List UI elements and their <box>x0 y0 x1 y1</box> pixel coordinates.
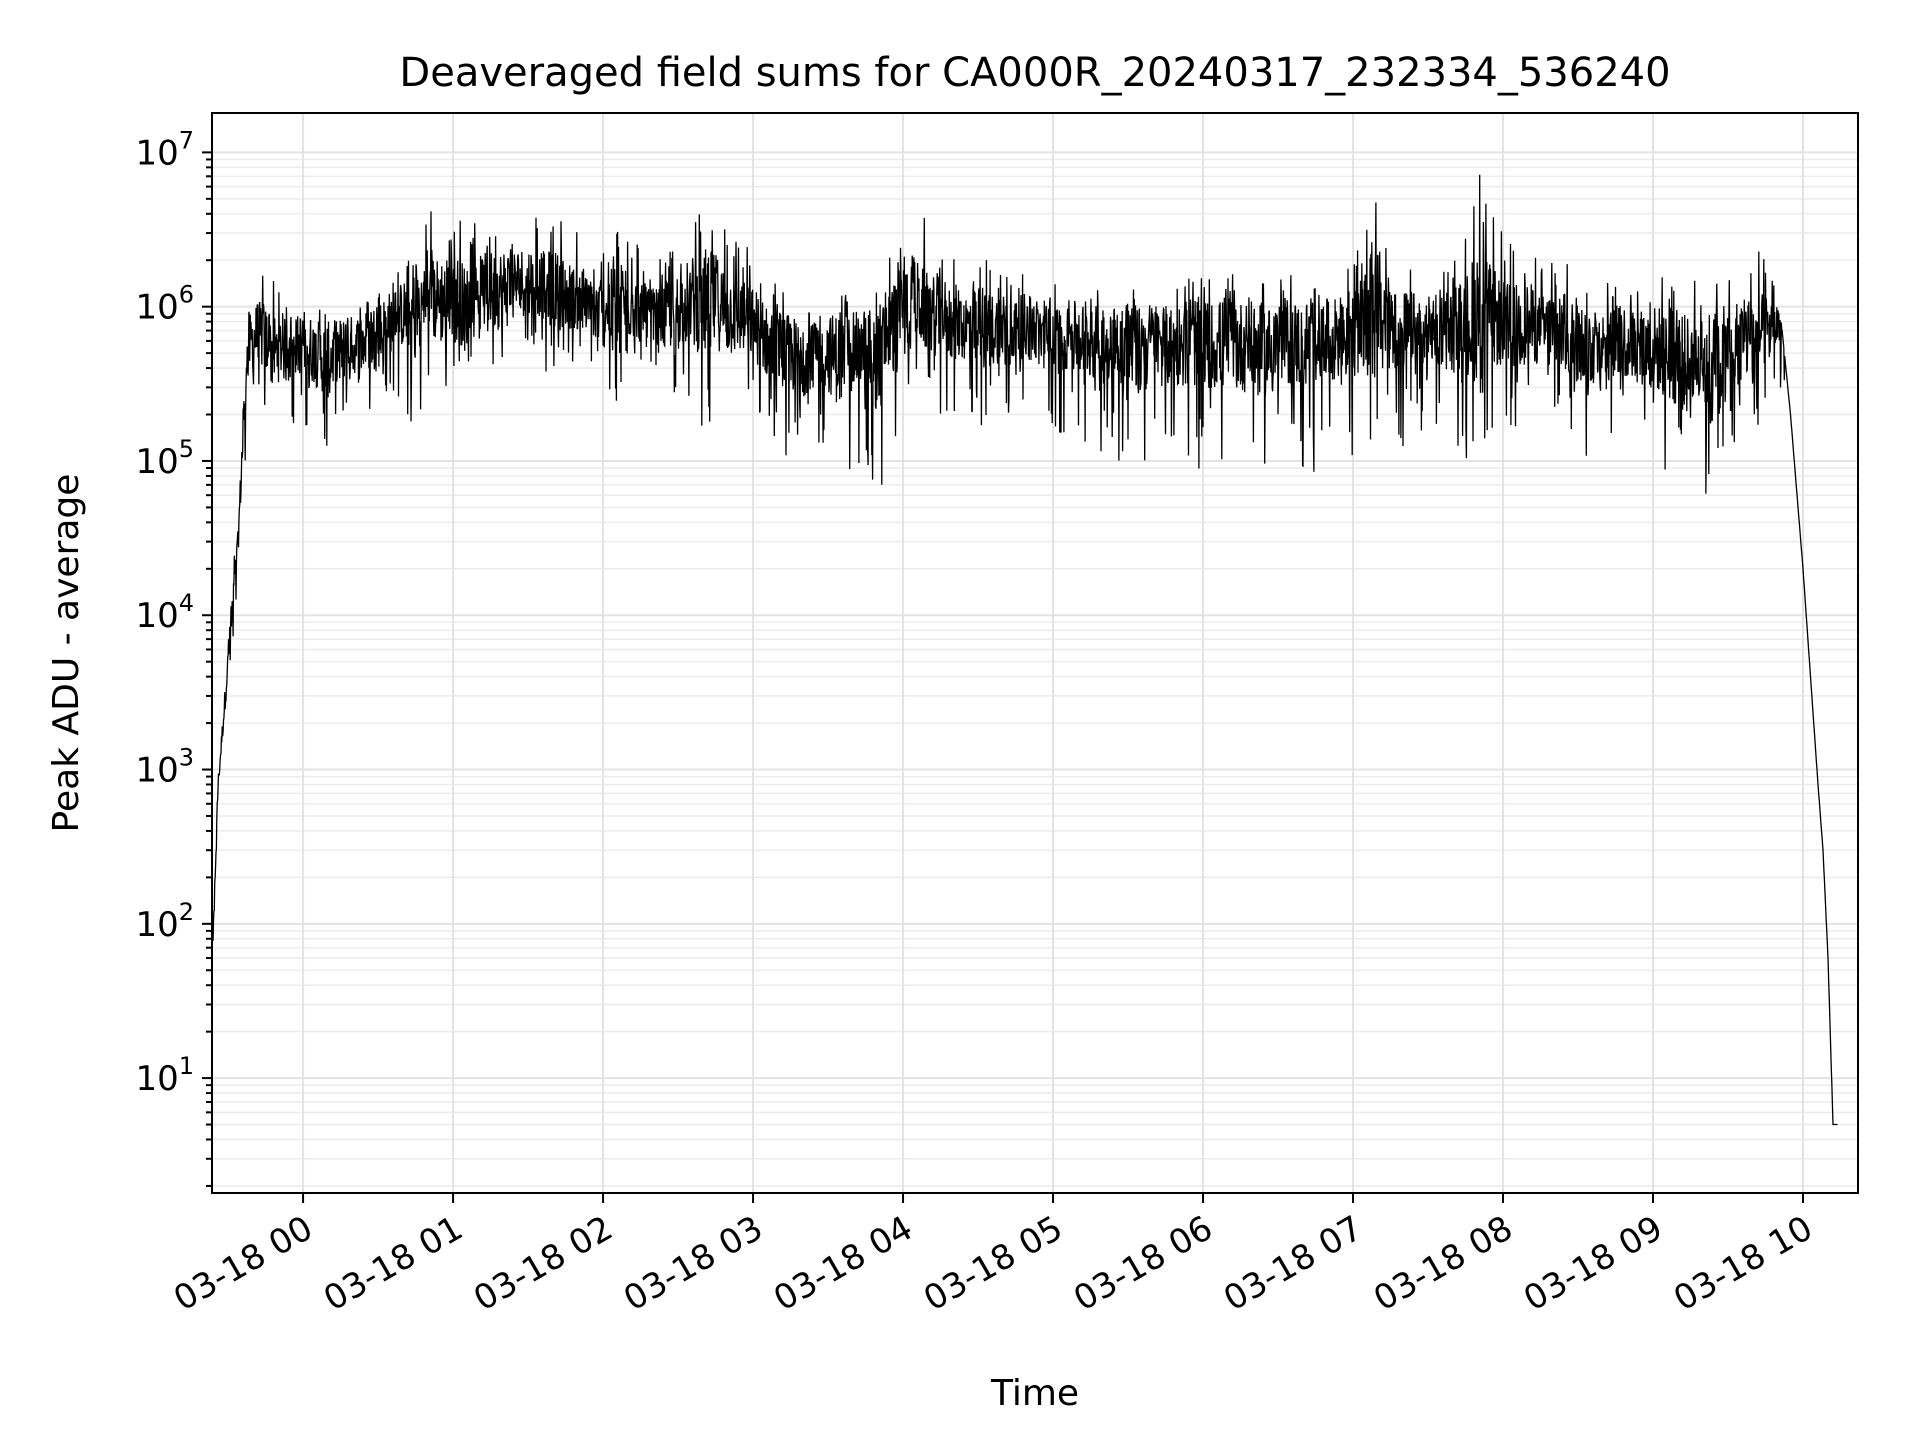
chart-title: Deaveraged field sums for CA000R_2024031… <box>399 50 1670 96</box>
x-tick-label: 03-18 07 <box>1217 1208 1369 1319</box>
x-tick-label: 03-18 04 <box>767 1208 919 1319</box>
x-tick-label: 03-18 02 <box>467 1208 619 1319</box>
series-line <box>212 174 1838 1126</box>
x-tick-label: 03-18 05 <box>917 1208 1069 1319</box>
y-tick-label: 105 <box>135 435 194 482</box>
y-tick-label: 101 <box>135 1052 194 1099</box>
x-tick-label: 03-18 08 <box>1367 1208 1519 1319</box>
series-layer <box>212 174 1838 1126</box>
y-tick-label: 107 <box>135 126 194 173</box>
x-tick-label: 03-18 09 <box>1517 1208 1669 1319</box>
y-axis-label: Peak ADU - average <box>46 474 87 833</box>
x-tick-label: 03-18 03 <box>617 1208 769 1319</box>
x-tick-label: 03-18 01 <box>317 1208 469 1319</box>
y-tick-label: 103 <box>135 744 194 791</box>
x-tick-label: 03-18 10 <box>1667 1208 1819 1319</box>
y-tick-label: 104 <box>135 589 194 636</box>
grid <box>212 113 1858 1193</box>
plot-frame <box>211 112 1859 1194</box>
y-tick-label: 102 <box>135 898 194 945</box>
x-tick-label: 03-18 06 <box>1067 1208 1219 1319</box>
x-tick-label: 03-18 00 <box>167 1208 319 1319</box>
y-tick-label: 106 <box>135 281 194 328</box>
y-axis: 101 102 103 104 105 106 107 <box>135 126 212 1187</box>
x-axis-label: Time <box>990 1373 1079 1414</box>
